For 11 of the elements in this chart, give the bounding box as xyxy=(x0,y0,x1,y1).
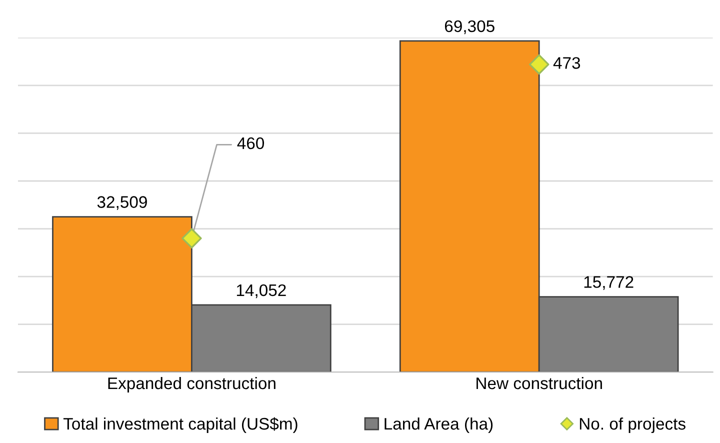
legend-label: No. of projects xyxy=(580,417,686,434)
x-tick-label: New construction xyxy=(476,376,602,390)
data-label: 460 xyxy=(237,137,264,150)
legend-label: Total investment capital (US$m) xyxy=(63,417,298,434)
data-label: 473 xyxy=(553,57,580,69)
data-label: 69,305 xyxy=(444,20,494,34)
legend-label: Land Area (ha) xyxy=(384,417,493,434)
data-label: 14,052 xyxy=(236,284,286,298)
x-tick-label: Expanded construction xyxy=(108,376,276,393)
data-label: 15,772 xyxy=(584,276,634,290)
data-label: 32,509 xyxy=(97,196,147,210)
